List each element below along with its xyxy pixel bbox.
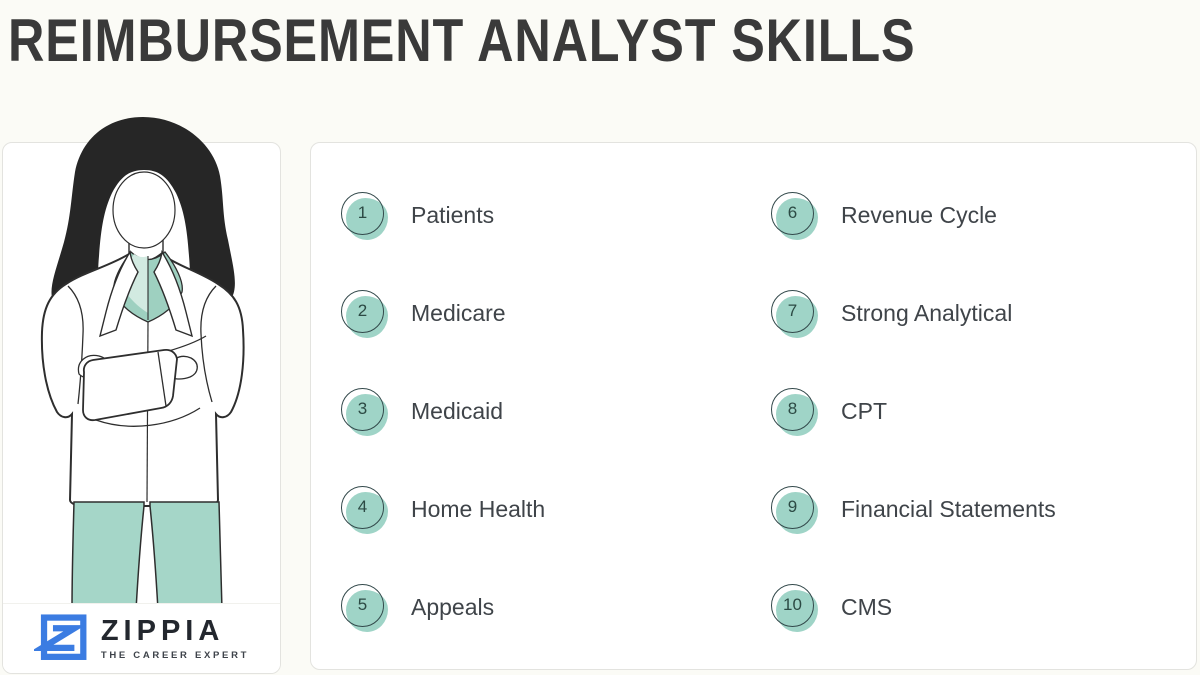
skill-label: Appeals (411, 593, 495, 620)
skill-number-badge: 1 (341, 191, 388, 240)
analyst-illustration-icon (40, 117, 245, 611)
skills-panel: 1 Patients 2 Medicare 3 Medicaid 4 Home … (310, 142, 1197, 670)
skill-item-10: 10 CMS (771, 558, 1200, 656)
badge-number: 3 (341, 387, 384, 431)
skill-item-1: 1 Patients (341, 166, 771, 264)
skill-label: Medicare (411, 299, 506, 326)
skill-number-badge: 6 (771, 191, 818, 240)
page-title: REIMBURSEMENT ANALYST SKILLS (8, 7, 916, 74)
skill-label: CMS (841, 593, 893, 620)
skill-number-badge: 5 (341, 583, 388, 632)
skill-number-badge: 7 (771, 289, 818, 338)
skill-item-3: 3 Medicaid (341, 362, 771, 460)
badge-number: 7 (771, 289, 814, 333)
badge-number: 8 (771, 387, 814, 431)
skill-number-badge: 10 (771, 583, 818, 632)
skill-label: Strong Analytical (841, 299, 1013, 326)
skill-number-badge: 2 (341, 289, 388, 338)
skill-item-4: 4 Home Health (341, 460, 771, 558)
skill-number-badge: 4 (341, 485, 388, 534)
illustration-panel: ZIPPIA THE CAREER EXPERT (2, 117, 281, 674)
badge-number: 10 (771, 583, 814, 627)
skill-label: CPT (841, 397, 887, 424)
badge-number: 9 (771, 485, 814, 529)
skill-number-badge: 3 (341, 387, 388, 436)
skill-item-2: 2 Medicare (341, 264, 771, 362)
skill-label: Home Health (411, 495, 546, 522)
brand-footer: ZIPPIA THE CAREER EXPERT (3, 603, 280, 673)
skill-label: Financial Statements (841, 495, 1056, 522)
zippia-logo-icon (33, 613, 87, 660)
brand-tagline: THE CAREER EXPERT (100, 649, 250, 661)
skill-item-6: 6 Revenue Cycle (771, 166, 1200, 264)
skill-item-7: 7 Strong Analytical (771, 264, 1200, 362)
skill-item-9: 9 Financial Statements (771, 460, 1200, 558)
badge-number: 4 (341, 485, 384, 529)
badge-number: 5 (341, 583, 384, 627)
skill-item-8: 8 CPT (771, 362, 1200, 460)
brand-name: ZIPPIA (100, 614, 225, 647)
badge-number: 1 (341, 191, 384, 235)
skills-list: 1 Patients 2 Medicare 3 Medicaid 4 Home … (311, 143, 1196, 669)
skill-label: Patients (411, 201, 495, 228)
badge-number: 6 (771, 191, 814, 235)
skill-label: Revenue Cycle (841, 201, 997, 228)
skill-number-badge: 9 (771, 485, 818, 534)
badge-number: 2 (341, 289, 384, 333)
skill-number-badge: 8 (771, 387, 818, 436)
skill-label: Medicaid (411, 397, 504, 424)
skill-item-5: 5 Appeals (341, 558, 771, 656)
